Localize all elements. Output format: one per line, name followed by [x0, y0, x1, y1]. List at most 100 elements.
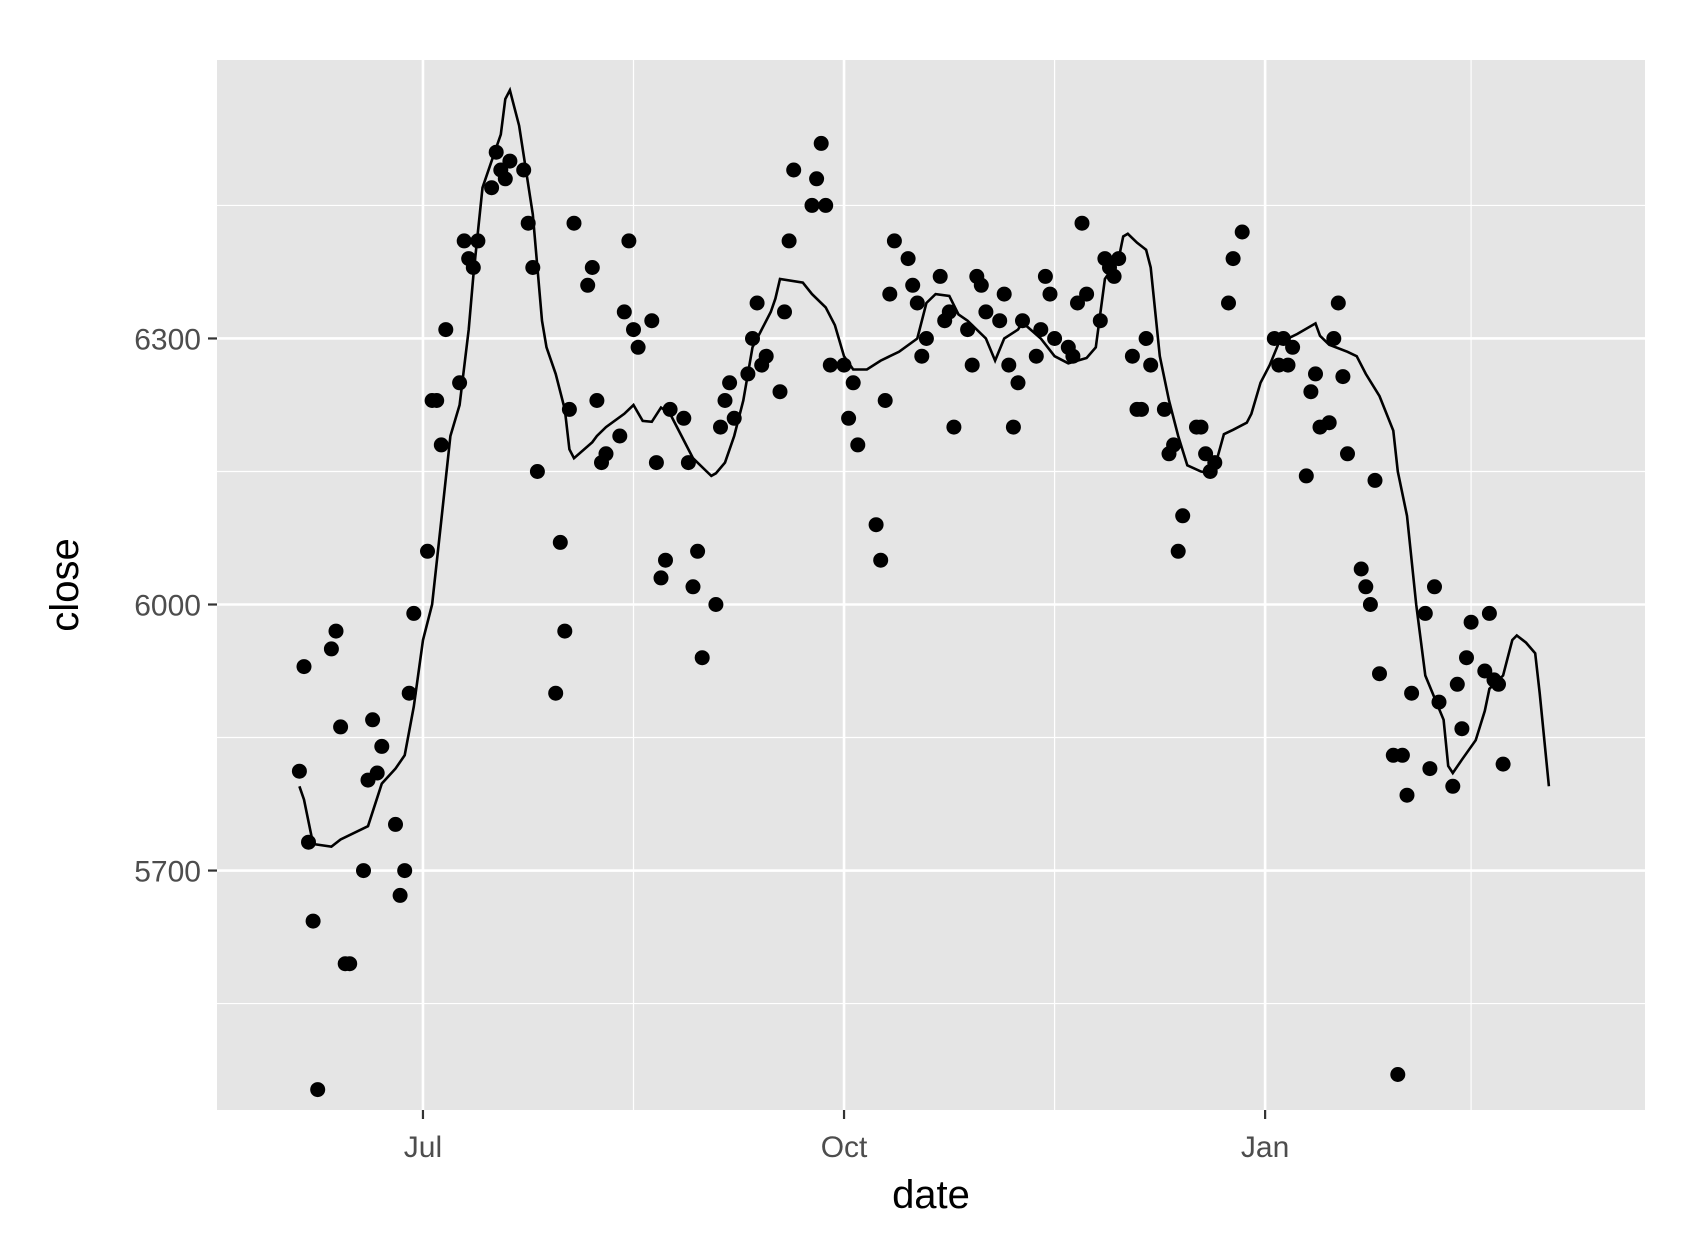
data-point [758, 348, 774, 364]
data-point [1001, 357, 1017, 373]
data-point [946, 419, 962, 435]
y-tick-label: 6300 [134, 323, 201, 356]
data-point [1028, 348, 1044, 364]
data-point [964, 357, 980, 373]
data-point [918, 331, 934, 346]
data-point [1298, 468, 1314, 484]
data-point [745, 331, 760, 346]
data-point [1463, 614, 1479, 630]
data-point [561, 401, 577, 417]
data-point [1330, 295, 1346, 311]
data-point [548, 685, 564, 701]
data-point [452, 375, 468, 391]
data-point [1431, 694, 1447, 710]
data-point [845, 375, 861, 391]
data-point [804, 197, 820, 213]
data-point [1445, 778, 1461, 794]
data-point [1134, 401, 1149, 417]
data-point [877, 393, 893, 408]
data-point [941, 304, 957, 320]
data-point [694, 650, 710, 666]
data-point [1010, 375, 1026, 391]
data-point [1124, 348, 1140, 364]
data-point [992, 313, 1008, 329]
data-point [301, 834, 316, 850]
data-point [291, 763, 307, 779]
data-point [717, 393, 733, 408]
data-point [726, 410, 742, 426]
data-point [1417, 605, 1433, 621]
data-point [1111, 251, 1127, 267]
data-point [1156, 401, 1172, 417]
data-point [1280, 357, 1296, 373]
data-point [644, 313, 660, 329]
data-point [1221, 295, 1236, 311]
data-point [648, 455, 664, 471]
data-point [433, 437, 449, 453]
data-point [1138, 331, 1154, 346]
data-point [868, 517, 884, 533]
data-point [1367, 472, 1383, 488]
data-point [685, 579, 701, 595]
data-point [777, 304, 792, 320]
data-point [529, 464, 545, 479]
data-point [850, 437, 866, 453]
data-point [323, 641, 339, 657]
data-point [589, 393, 605, 408]
data-point [680, 455, 696, 471]
data-point [978, 304, 994, 320]
data-point [836, 357, 852, 373]
data-point [1175, 508, 1191, 524]
data-point [882, 286, 898, 302]
y-tick-label: 6000 [134, 590, 201, 623]
data-point [598, 446, 614, 462]
data-point [1427, 579, 1442, 595]
data-point [1065, 348, 1081, 364]
data-point [488, 144, 504, 160]
data-point [1394, 747, 1410, 763]
data-point [690, 543, 706, 559]
x-tick-label: Jul [404, 1131, 442, 1164]
data-point [822, 357, 838, 373]
data-point [310, 1082, 326, 1098]
data-point [1234, 224, 1250, 240]
data-point [1454, 721, 1470, 737]
data-point [1362, 597, 1378, 612]
data-point [365, 712, 381, 728]
data-point [960, 322, 976, 338]
minor-gridlines [217, 60, 1645, 1110]
data-point [584, 260, 600, 275]
data-point [1015, 313, 1030, 329]
data-point [1308, 366, 1323, 382]
data-point [392, 887, 408, 903]
data-point [886, 233, 902, 249]
data-point [525, 260, 541, 275]
data-point [1074, 215, 1090, 231]
data-point [420, 543, 435, 559]
data-point [786, 162, 802, 178]
data-point [818, 197, 834, 213]
data-point [406, 605, 422, 621]
data-point [1491, 676, 1506, 692]
data-point [484, 180, 500, 196]
data-point [1326, 331, 1342, 346]
data-point [621, 233, 637, 249]
data-points [291, 135, 1511, 1098]
data-point [557, 623, 573, 639]
data-point [333, 719, 349, 735]
data-point [1372, 666, 1387, 682]
data-point [905, 277, 921, 293]
data-point [1047, 331, 1063, 346]
data-point [658, 552, 673, 568]
data-point [1358, 579, 1374, 595]
data-point [740, 366, 756, 382]
data-point [932, 268, 948, 284]
data-point [1166, 437, 1182, 453]
data-point [1106, 268, 1122, 284]
y-tick-label: 5700 [134, 856, 201, 889]
data-point [1399, 787, 1415, 803]
data-point [1495, 756, 1511, 772]
data-point [873, 552, 889, 568]
data-point [1170, 543, 1186, 559]
data-point [630, 339, 646, 355]
